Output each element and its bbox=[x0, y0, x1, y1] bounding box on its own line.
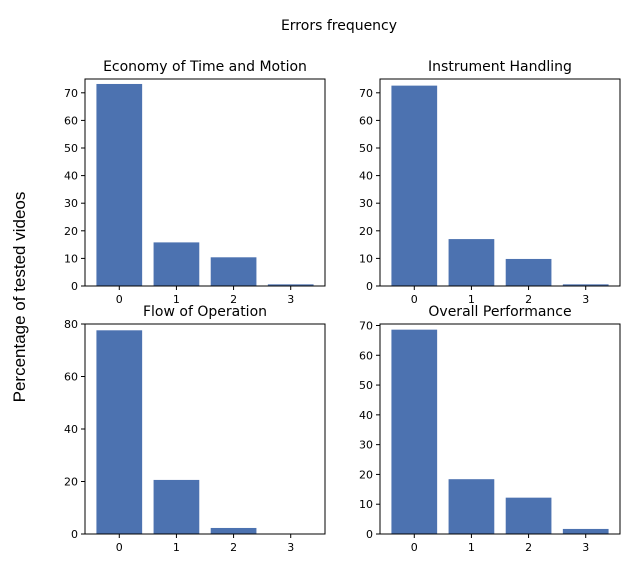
y-tick-label: 60 bbox=[64, 371, 78, 384]
figure-ylabel: Percentage of tested videos bbox=[10, 192, 29, 403]
y-tick-label: 0 bbox=[366, 280, 373, 293]
x-tick-label: 3 bbox=[287, 541, 294, 554]
y-tick-label: 60 bbox=[64, 114, 78, 127]
y-tick-label: 30 bbox=[359, 197, 373, 210]
y-tick-label: 10 bbox=[64, 252, 78, 265]
y-tick-label: 10 bbox=[359, 252, 373, 265]
x-tick-label: 2 bbox=[525, 293, 532, 306]
y-tick-label: 60 bbox=[359, 114, 373, 127]
y-tick-label: 60 bbox=[359, 349, 373, 362]
bar-0-0 bbox=[96, 83, 143, 286]
y-tick-label: 10 bbox=[359, 498, 373, 511]
y-tick-label: 40 bbox=[64, 170, 78, 183]
bar-1-3 bbox=[562, 284, 609, 286]
bar-0-3 bbox=[267, 284, 314, 286]
x-tick-label: 0 bbox=[411, 293, 418, 306]
plot-frame bbox=[84, 78, 326, 287]
y-tick-label: 50 bbox=[359, 379, 373, 392]
y-tick-label: 70 bbox=[359, 319, 373, 332]
bar-1-2 bbox=[505, 258, 552, 286]
x-tick-label: 0 bbox=[116, 541, 123, 554]
y-tick-label: 20 bbox=[64, 225, 78, 238]
y-tick-label: 20 bbox=[64, 476, 78, 489]
x-tick-label: 3 bbox=[287, 293, 294, 306]
figure-title: Errors frequency bbox=[281, 18, 397, 34]
x-tick-label: 1 bbox=[468, 293, 475, 306]
bar-1-0 bbox=[391, 85, 438, 287]
x-tick-label: 1 bbox=[173, 293, 180, 306]
y-tick-label: 0 bbox=[71, 280, 78, 293]
bar-2-0 bbox=[96, 330, 143, 534]
y-tick-label: 50 bbox=[64, 142, 78, 155]
chart-panel-2: 0 20 40 60 80 0 1 2 3 Flow of Operation bbox=[64, 304, 326, 554]
y-tick-label: 80 bbox=[64, 318, 78, 331]
bar-3-0 bbox=[391, 329, 438, 534]
y-tick-label: 30 bbox=[64, 197, 78, 210]
panel-title: Overall Performance bbox=[428, 304, 571, 320]
x-tick-label: 3 bbox=[582, 293, 589, 306]
bar-3-3 bbox=[562, 528, 609, 534]
y-tick-label: 30 bbox=[359, 439, 373, 452]
x-tick-label: 2 bbox=[230, 541, 237, 554]
y-tick-label: 50 bbox=[359, 142, 373, 155]
bar-1-1 bbox=[448, 239, 495, 286]
x-tick-label: 2 bbox=[525, 541, 532, 554]
y-tick-label: 40 bbox=[359, 170, 373, 183]
y-tick-label: 0 bbox=[366, 528, 373, 541]
bar-3-1 bbox=[448, 479, 495, 534]
plot-frame bbox=[379, 78, 621, 287]
y-tick-label: 0 bbox=[71, 528, 78, 541]
panel-title: Instrument Handling bbox=[428, 59, 572, 75]
chart-panel-3: 0 10 20 30 40 50 60 70 0 1 2 3 Overall Performance bbox=[359, 304, 621, 554]
y-tick-label: 40 bbox=[64, 423, 78, 436]
bar-2-2 bbox=[210, 527, 257, 534]
y-tick-label: 20 bbox=[359, 225, 373, 238]
x-tick-label: 1 bbox=[468, 541, 475, 554]
bar-0-1 bbox=[153, 242, 200, 286]
x-tick-label: 0 bbox=[116, 293, 123, 306]
panel-title: Economy of Time and Motion bbox=[103, 59, 307, 75]
plot-frame bbox=[379, 323, 621, 535]
x-tick-label: 1 bbox=[173, 541, 180, 554]
y-tick-label: 70 bbox=[64, 87, 78, 100]
chart-panel-0: 0 10 20 30 40 50 60 70 0 1 2 3 Economy of Time and M… bbox=[64, 59, 326, 306]
x-tick-label: 2 bbox=[230, 293, 237, 306]
x-tick-label: 3 bbox=[582, 541, 589, 554]
panel-title: Flow of Operation bbox=[143, 304, 267, 320]
y-tick-label: 40 bbox=[359, 409, 373, 422]
x-tick-label: 0 bbox=[411, 541, 418, 554]
y-tick-label: 70 bbox=[359, 87, 373, 100]
bar-2-1 bbox=[153, 479, 200, 534]
y-tick-label: 20 bbox=[359, 468, 373, 481]
bar-3-2 bbox=[505, 497, 552, 534]
chart-panel-1: 0 10 20 30 40 50 60 70 0 1 2 3 Instrument Handling bbox=[359, 59, 621, 306]
bar-0-2 bbox=[210, 257, 257, 286]
